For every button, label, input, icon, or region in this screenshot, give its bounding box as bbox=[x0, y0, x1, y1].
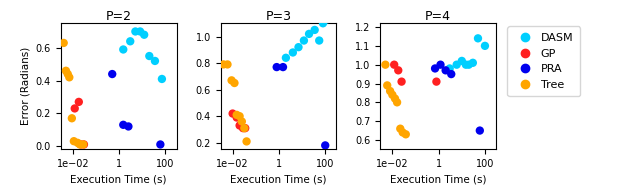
Point bbox=[392, 101, 402, 104]
Point bbox=[241, 140, 252, 143]
Point bbox=[139, 33, 149, 36]
Point bbox=[74, 100, 84, 103]
Point bbox=[320, 144, 330, 147]
Point bbox=[70, 107, 80, 110]
Point bbox=[131, 30, 141, 33]
Point bbox=[79, 143, 89, 146]
Point bbox=[107, 73, 117, 76]
Point bbox=[232, 113, 242, 116]
Point bbox=[440, 69, 451, 72]
Point bbox=[452, 63, 462, 66]
Point bbox=[387, 93, 397, 96]
Point bbox=[234, 124, 244, 127]
Point bbox=[446, 73, 456, 76]
Point bbox=[435, 63, 445, 66]
Point bbox=[218, 63, 228, 66]
Point bbox=[227, 112, 237, 115]
Point bbox=[72, 141, 83, 144]
Point bbox=[227, 79, 237, 82]
Point bbox=[61, 69, 71, 72]
Point bbox=[430, 67, 440, 70]
X-axis label: Execution Time (s): Execution Time (s) bbox=[230, 175, 326, 185]
Point bbox=[457, 59, 467, 62]
Point bbox=[288, 51, 298, 54]
Point bbox=[382, 84, 392, 87]
Point bbox=[322, 18, 332, 21]
Point bbox=[135, 30, 145, 33]
Point bbox=[124, 125, 134, 128]
X-axis label: Execution Time (s): Execution Time (s) bbox=[70, 175, 167, 185]
Point bbox=[240, 127, 250, 130]
Point bbox=[229, 81, 239, 85]
X-axis label: Execution Time (s): Execution Time (s) bbox=[390, 175, 486, 185]
Point bbox=[232, 116, 242, 119]
Point bbox=[473, 37, 483, 40]
Point bbox=[395, 127, 405, 130]
Point bbox=[393, 69, 403, 72]
Point bbox=[463, 63, 474, 66]
Point bbox=[475, 129, 485, 132]
Point bbox=[380, 63, 390, 66]
Point bbox=[144, 55, 154, 58]
Point bbox=[222, 63, 232, 66]
Point bbox=[281, 56, 291, 59]
Point bbox=[480, 44, 490, 47]
Point bbox=[63, 73, 73, 76]
Point bbox=[293, 46, 303, 49]
Point bbox=[118, 123, 129, 126]
Point bbox=[75, 143, 85, 146]
Point bbox=[234, 115, 244, 118]
Point bbox=[431, 80, 442, 83]
Point bbox=[397, 131, 408, 134]
Title: P=4: P=4 bbox=[425, 10, 451, 23]
Point bbox=[396, 80, 406, 83]
Point bbox=[445, 67, 455, 70]
Point bbox=[125, 40, 136, 43]
Point bbox=[389, 63, 399, 66]
Point bbox=[238, 127, 248, 130]
Point bbox=[401, 133, 411, 136]
Point bbox=[468, 61, 478, 64]
Point bbox=[271, 66, 282, 69]
Point bbox=[314, 39, 324, 42]
Title: P=2: P=2 bbox=[106, 10, 132, 23]
Point bbox=[59, 41, 69, 44]
Y-axis label: Error (Radians): Error (Radians) bbox=[20, 47, 30, 126]
Point bbox=[78, 143, 88, 146]
Point bbox=[76, 143, 86, 146]
Point bbox=[68, 140, 79, 143]
Point bbox=[156, 143, 166, 146]
Point bbox=[278, 66, 288, 69]
Title: P=3: P=3 bbox=[266, 10, 291, 23]
Point bbox=[150, 59, 160, 62]
Point bbox=[304, 32, 314, 36]
Point bbox=[461, 63, 471, 66]
Point bbox=[385, 89, 396, 93]
Point bbox=[237, 120, 247, 123]
Point bbox=[67, 117, 77, 120]
Point bbox=[64, 76, 74, 79]
Point bbox=[318, 22, 328, 25]
Point bbox=[157, 77, 167, 81]
Point bbox=[310, 28, 320, 31]
Point bbox=[299, 39, 309, 42]
Point bbox=[118, 48, 129, 51]
Legend: DASM, GP, PRA, Tree: DASM, GP, PRA, Tree bbox=[508, 26, 580, 96]
Point bbox=[390, 97, 400, 100]
Point bbox=[239, 127, 250, 130]
